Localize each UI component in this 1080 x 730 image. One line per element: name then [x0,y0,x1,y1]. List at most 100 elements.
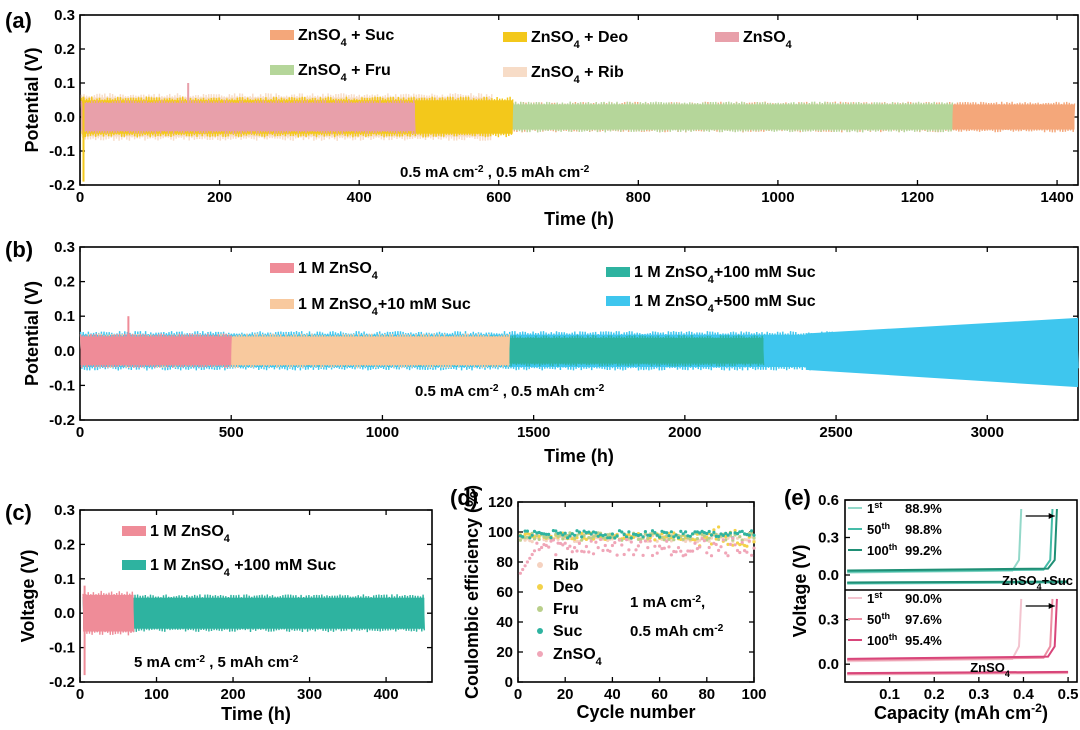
ce-point [679,537,683,542]
ce-point [603,543,607,548]
x-tick-label: 1000 [761,189,794,206]
legend-swatch [503,67,527,77]
y-axis-label: Voltage (V) [790,545,810,638]
ce-point [646,536,650,540]
ce-point [523,564,527,568]
y-tick-label: 0.2 [54,274,75,291]
panel-label: (d) [450,485,478,510]
legend-cycle-label: 1st [867,500,882,516]
ce-point [601,548,605,553]
panel-d: (d) 0 20 40 60 80 100 0 20 40 60 80 100 120 Cycle numb… [450,485,767,722]
x-tick-label: 1400 [1040,189,1073,206]
ce-point [726,554,730,558]
ce-point [688,534,692,538]
ce-point [665,534,669,538]
ce-point [672,531,676,535]
ce-point [556,537,560,542]
ce-point [577,530,582,534]
ce-point [669,539,674,543]
ce-point [554,553,558,557]
legend-label: 1 M ZnSO4+500 mM Suc [634,293,816,315]
ce-point [556,531,560,536]
ce-point [672,535,676,539]
panel-c: (c) 0 100 200 300 400 -0.2 -0.1 0.0 0.1 0.2 0.3 Time… [5,500,433,724]
ce-point [580,549,584,553]
ce-point [643,532,648,536]
ce-point [650,553,655,558]
ce-point [573,546,577,550]
y-tick-label: 60 [496,584,513,601]
ce-point [535,533,539,538]
y-tick-label: 0.2 [54,536,75,553]
ce-point [627,530,631,534]
legend-cycle-label: 100th [867,542,897,558]
x-tick-label: 500 [219,424,244,441]
ce-point [688,549,692,553]
legend-swatch [270,65,294,75]
y-tick-label: 0.1 [54,571,75,588]
cycle-curve-stripping [847,508,1023,574]
cycle-curve-stripping [847,598,1054,662]
ce-point [582,550,586,554]
y-tick-label: -0.1 [49,143,75,160]
legend-label: Suc [553,623,582,640]
legend-swatch [270,30,294,40]
ce-point [561,543,565,547]
ce-point [684,553,688,557]
ce-point [556,534,560,539]
shift-arrowhead [1048,513,1055,519]
legend-cycle-label: 100th [867,632,897,648]
y-tick-label: 120 [488,494,513,511]
y-tick-label: 0.0 [54,605,75,622]
ce-point [745,532,749,537]
ce-point [745,550,749,554]
ce-point [735,548,740,553]
ce-point [707,545,711,550]
ce-point [669,553,674,557]
ce-point [525,531,530,536]
ce-point [665,531,669,535]
series-band-fill [81,103,415,131]
cycle-curve-stripping [847,598,1058,660]
ce-point [738,550,742,555]
ce-point [709,542,714,546]
ce-point [679,529,683,534]
ce-point [566,536,570,540]
x-tick-label: 100 [144,686,169,703]
x-axis-label: Capacity (mAh cm-2) [874,701,1048,723]
ce-point [608,532,612,536]
ce-point [726,533,730,537]
ce-point [547,532,551,537]
x-tick-label: 20 [557,686,574,703]
ce-point [606,536,610,540]
ce-point [599,537,603,542]
ce-point [750,529,754,533]
ce-point [674,533,678,537]
ce-point [740,538,744,542]
subplot-label: ZnSO4+Suc [1002,573,1073,592]
x-tick-label: 600 [486,189,511,206]
legend-label: 1 M ZnSO4+10 mM Suc [298,296,471,318]
ce-point [629,536,633,540]
ce-point [518,538,523,542]
ce-point [674,550,678,554]
x-tick-label: 3000 [971,424,1004,441]
ce-point [714,534,718,539]
ce-point [587,530,591,534]
ce-point [705,535,709,539]
ce-point [738,543,742,547]
ce-point [686,534,690,538]
ce-point [530,540,534,544]
ce-point [733,543,737,547]
ce-point [728,542,733,547]
ce-point [584,531,589,535]
ce-point [577,541,582,546]
y-tick-label: 0.3 [818,612,839,629]
ce-point [580,535,584,539]
y-tick-label: -0.2 [49,177,75,194]
panel-label: (a) [5,8,32,33]
ce-point [648,533,652,538]
ce-point [518,571,523,575]
y-tick-label: -0.2 [49,412,75,429]
y-tick-label: 0.3 [54,502,75,519]
